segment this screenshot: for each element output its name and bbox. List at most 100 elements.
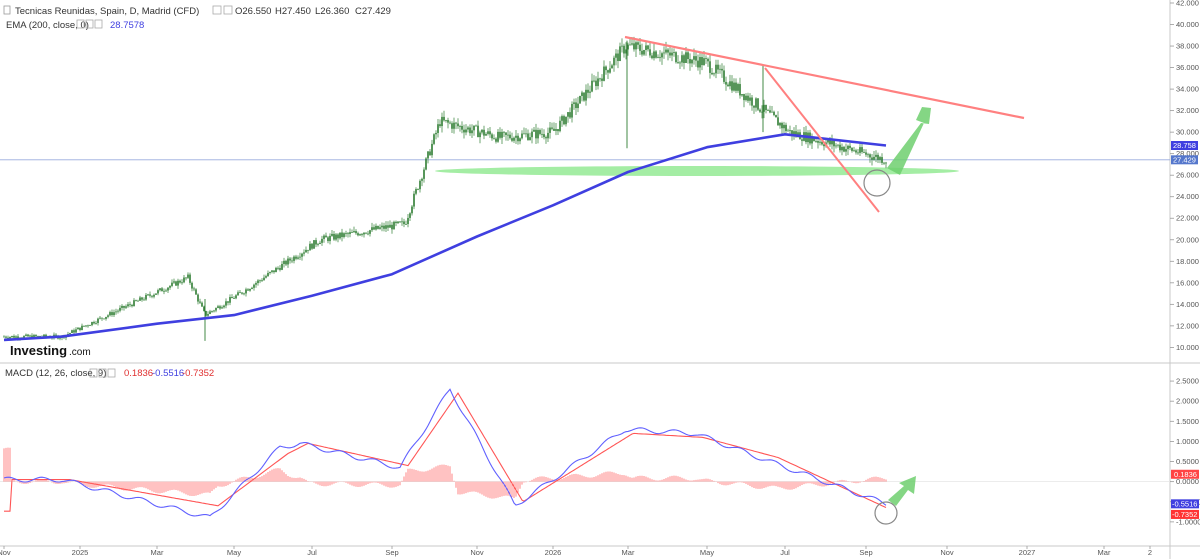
ema-hide-icon[interactable] — [76, 19, 85, 29]
candle-body — [321, 238, 323, 243]
candle-body — [233, 298, 235, 299]
candle-body — [319, 242, 321, 244]
candle-body — [355, 231, 357, 234]
candle-body — [197, 294, 199, 302]
candle-body — [879, 157, 881, 160]
macd-histogram-badge-value: 0.1836 — [1174, 470, 1197, 479]
candle-body — [773, 111, 775, 116]
candle-body — [369, 230, 371, 234]
price-tick-label: 12.000 — [1176, 321, 1199, 330]
candle-body — [481, 129, 483, 133]
candle-body — [637, 42, 639, 45]
macd-histogram-badge: 0.1836 — [1171, 469, 1199, 479]
candle-body — [781, 122, 783, 129]
candle-body — [259, 280, 261, 282]
candle-body — [683, 55, 685, 64]
candle-body — [99, 317, 101, 319]
ohlc-close: C27.429 — [355, 6, 391, 17]
candle-body — [857, 152, 859, 154]
candle-body — [75, 329, 77, 333]
macd-hide-icon[interactable] — [89, 368, 98, 378]
macd-settings-icon[interactable] — [98, 368, 107, 378]
candle-body — [103, 318, 105, 320]
upper-trendline[interactable] — [624, 35, 1025, 120]
candle-body — [241, 292, 243, 294]
candle-body — [537, 130, 539, 139]
candle-body — [223, 305, 225, 308]
candle-body — [39, 335, 41, 337]
candle-body — [505, 132, 507, 135]
settings-indicator-icon[interactable] — [223, 5, 233, 15]
candle-body — [875, 154, 877, 157]
candle-body — [213, 310, 215, 312]
candle-body — [851, 147, 853, 151]
candle-body — [371, 227, 373, 231]
candle-body — [271, 270, 273, 272]
candle-body — [495, 138, 497, 142]
candle-body — [335, 234, 337, 240]
candle-body — [235, 295, 237, 299]
ema-settings-icon[interactable] — [85, 19, 94, 29]
candle-body — [181, 282, 183, 284]
candle-body — [121, 305, 123, 308]
candle-body — [463, 129, 465, 133]
candle-body — [697, 60, 699, 68]
candle-body — [657, 56, 659, 58]
candle-body — [309, 243, 311, 251]
candle-body — [475, 125, 477, 127]
candle-body — [849, 145, 851, 148]
candle-body — [419, 180, 421, 190]
support-zone[interactable] — [435, 166, 959, 176]
candle-body — [471, 130, 473, 134]
candle-body — [123, 305, 125, 308]
candle-body — [669, 52, 671, 56]
candle-body — [791, 130, 793, 136]
candle-body — [443, 116, 445, 121]
candle-body — [231, 297, 233, 299]
candle-body — [25, 334, 27, 336]
candle-body — [15, 336, 17, 338]
candle-body — [777, 117, 779, 126]
candle-body — [539, 130, 541, 134]
price-y-axis[interactable]: 10.000 12.000 14.000 16.000 18.000 20.000 22.0… — [1170, 0, 1199, 352]
candle-body — [699, 57, 701, 68]
candle-body — [615, 53, 617, 58]
x-tick-label: Sep — [385, 548, 398, 557]
candle-body — [613, 57, 615, 66]
candle-body — [149, 294, 151, 296]
close-price-badge: 27.429 — [1171, 155, 1198, 165]
hide-indicator-icon[interactable] — [212, 5, 222, 15]
ema-close-icon[interactable] — [94, 19, 103, 29]
candle-body — [885, 162, 887, 164]
candle-body — [789, 130, 791, 132]
logo-suffix: .com — [69, 347, 91, 358]
candle-body — [533, 129, 535, 132]
candle-body — [439, 124, 441, 127]
candle-body — [323, 235, 325, 239]
candle-body — [179, 280, 181, 283]
candle-body — [735, 82, 737, 91]
candle-body — [761, 111, 763, 113]
price-tick-label: 32.000 — [1176, 106, 1199, 115]
macd-pane[interactable] — [0, 364, 1170, 546]
candle-body — [659, 56, 661, 58]
candle-body — [541, 133, 543, 135]
descending-trendline[interactable] — [764, 67, 880, 213]
candle-body — [745, 95, 747, 101]
candle-body — [645, 45, 647, 50]
candle-body — [739, 84, 741, 96]
candle-body — [145, 294, 147, 300]
instrument-title: Tecnicas Reunidas, Spain, D, Madrid (CFD… — [15, 6, 199, 17]
candle-body — [451, 123, 453, 129]
candle-body — [337, 234, 339, 239]
price-candles — [3, 36, 887, 341]
candle-body — [187, 274, 189, 278]
x-axis[interactable]: Nov 2025 Mar May Jul Sep Nov 2026 Mar May Jul Sep No… — [0, 546, 1152, 557]
x-tick-label: May — [227, 548, 241, 557]
price-pane[interactable] — [0, 0, 1170, 362]
candle-body — [719, 68, 721, 70]
candle-body — [175, 281, 177, 286]
macd-close-icon[interactable] — [107, 368, 116, 378]
candle-body — [587, 89, 589, 93]
